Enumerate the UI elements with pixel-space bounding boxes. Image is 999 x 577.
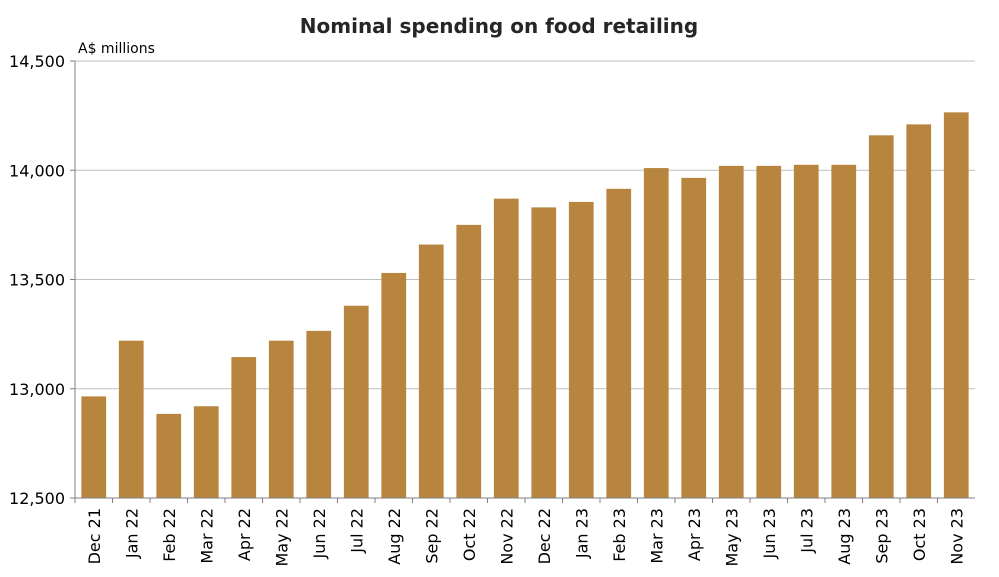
- x-tick-label: Sep 23: [872, 508, 891, 564]
- x-tick-label: Feb 23: [610, 508, 629, 562]
- y-axis-ticks: 12,500 13,000 13,500 14,000 14,500: [9, 52, 75, 508]
- x-tick-label: Oct 23: [910, 508, 929, 561]
- x-tick-label: Apr 22: [235, 508, 254, 561]
- bar: [343, 305, 369, 498]
- x-tick-label: Jun 22: [310, 508, 329, 559]
- x-tick-label: Jun 23: [760, 508, 779, 559]
- x-tick-label: Oct 22: [460, 508, 479, 561]
- bar: [943, 112, 969, 498]
- y-axis-unit-label: A$ millions: [78, 41, 155, 57]
- bar: [831, 164, 857, 498]
- x-tick-label: May 22: [272, 508, 291, 567]
- bar: [493, 198, 519, 498]
- x-tick-label: Aug 22: [385, 508, 404, 565]
- x-tick-label: Apr 23: [685, 508, 704, 561]
- x-tick-label: Nov 23: [947, 508, 966, 565]
- x-tick-label: Jul 23: [797, 508, 816, 554]
- y-tick-label: 14,000: [9, 161, 65, 180]
- y-tick-label: 13,500: [9, 271, 65, 290]
- x-tick-label: Aug 23: [835, 508, 854, 565]
- bar: [381, 272, 407, 498]
- bar: [193, 406, 219, 498]
- bar: [606, 188, 632, 498]
- y-tick-label: 13,000: [9, 380, 65, 399]
- x-tick-label: Dec 22: [535, 508, 554, 564]
- gridlines: [75, 60, 975, 390]
- bar: [718, 165, 744, 498]
- bar: [81, 396, 107, 498]
- bar: [531, 207, 557, 498]
- bar: [306, 330, 332, 498]
- x-axis-ticks: Dec 21 Jan 22 Feb 22 Mar 22 Apr 22 May 22 Jun …: [74, 498, 966, 567]
- y-tick-label: 12,500: [9, 489, 65, 508]
- x-tick-label: May 23: [722, 508, 741, 567]
- x-tick-label: Jul 22: [347, 508, 366, 554]
- bar: [268, 340, 294, 498]
- bars: [81, 112, 969, 499]
- x-tick-label: Jan 22: [122, 508, 141, 559]
- bar: [456, 224, 482, 498]
- x-tick-label: Mar 22: [197, 508, 216, 564]
- x-tick-label: Feb 22: [160, 508, 179, 562]
- bar: [643, 168, 669, 498]
- bar: [156, 413, 182, 498]
- bar: [231, 357, 257, 498]
- x-tick-label: Sep 22: [422, 508, 441, 564]
- x-tick-label: Nov 22: [497, 508, 516, 565]
- x-tick-label: Mar 23: [647, 508, 666, 564]
- bar: [793, 164, 819, 498]
- y-tick-label: 14,500: [9, 52, 65, 71]
- bar: [756, 165, 782, 498]
- bar: [418, 244, 444, 498]
- bar: [868, 135, 894, 499]
- x-tick-label: Dec 21: [85, 508, 104, 564]
- bar: [568, 201, 594, 498]
- bar: [681, 177, 707, 498]
- bar: [906, 124, 932, 499]
- x-tick-label: Jan 23: [572, 508, 591, 559]
- bar: [118, 340, 144, 498]
- chart-title: Nominal spending on food retailing: [300, 14, 698, 38]
